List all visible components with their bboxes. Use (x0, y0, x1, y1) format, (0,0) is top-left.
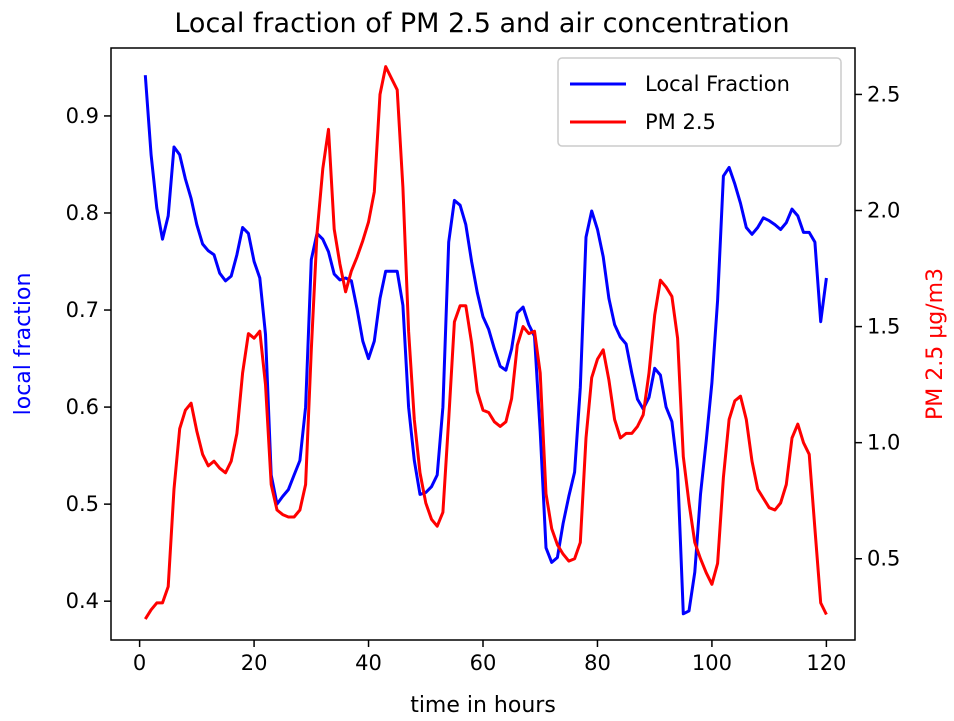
x-tick-label: 40 (355, 651, 382, 675)
legend-label-local-fraction: Local Fraction (645, 72, 790, 96)
x-tick-label: 120 (806, 651, 846, 675)
left-y-tick-label: 0.4 (66, 589, 99, 613)
left-y-axis-label: local fraction (11, 273, 36, 416)
chart-title: Local fraction of PM 2.5 and air concent… (174, 8, 789, 39)
left-y-tick-label: 0.5 (66, 492, 99, 516)
plot-lines (143, 65, 828, 620)
right-y-axis-label: PM 2.5 µg/m3 (923, 268, 948, 420)
left-y-axis: 0.4 0.5 0.6 0.7 0.8 0.9 (66, 104, 111, 613)
series-line-local-fraction (143, 75, 828, 616)
x-axis: 0 20 40 60 80 100 120 (133, 640, 846, 675)
left-y-tick-label: 0.9 (66, 104, 99, 128)
right-y-tick-label: 2.0 (867, 199, 900, 223)
x-tick-label: 20 (241, 651, 268, 675)
legend-box (557, 57, 842, 147)
x-tick-label: 0 (133, 651, 146, 675)
right-y-axis: 0.5 1.0 1.5 2.0 2.5 (855, 82, 900, 571)
left-y-tick-label: 0.8 (66, 201, 99, 225)
x-tick-label: 100 (692, 651, 732, 675)
legend: Local Fraction PM 2.5 (557, 57, 842, 147)
left-y-tick-label: 0.7 (66, 298, 99, 322)
x-tick-label: 80 (584, 651, 611, 675)
legend-label-pm25: PM 2.5 (645, 110, 716, 134)
right-y-tick-label: 1.0 (867, 431, 900, 455)
right-y-tick-label: 0.5 (867, 547, 900, 571)
right-y-tick-label: 1.5 (867, 315, 900, 339)
x-axis-label: time in hours (410, 693, 556, 718)
x-tick-label: 60 (470, 651, 497, 675)
right-y-tick-label: 2.5 (867, 82, 900, 106)
left-y-tick-label: 0.6 (66, 395, 99, 419)
series-line-pm25 (144, 65, 828, 620)
